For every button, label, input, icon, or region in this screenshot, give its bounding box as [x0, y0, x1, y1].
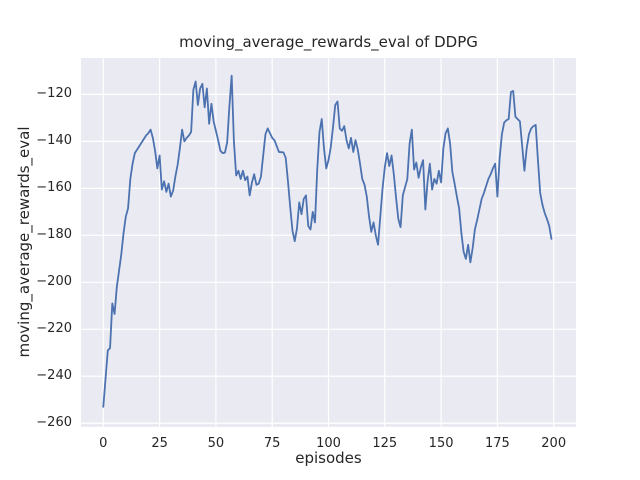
y-tick-label: −220 [36, 321, 72, 337]
y-tick-label: −160 [36, 180, 72, 196]
x-tick-label: 75 [263, 436, 281, 451]
x-tick-label: 125 [372, 436, 398, 451]
plot-area [81, 58, 576, 427]
reward-line [102, 74, 553, 408]
y-tick-label: −180 [36, 227, 72, 243]
y-tick-label: −200 [36, 274, 72, 290]
x-axis-label: episodes [295, 449, 362, 467]
y-tick-label: −140 [36, 133, 72, 149]
x-tick-label: 25 [151, 436, 168, 451]
x-tick-label: 100 [316, 436, 341, 451]
x-tick-label: 200 [541, 436, 567, 451]
y-tick-label: −120 [36, 86, 72, 102]
x-tick-label: 0 [99, 436, 108, 451]
line-chart [81, 58, 576, 427]
x-tick-label: 175 [484, 436, 510, 451]
y-tick-label: −260 [36, 415, 72, 431]
y-tick-label: −240 [36, 368, 72, 384]
chart-title: moving_average_rewards_eval of DDPG [179, 33, 478, 51]
x-tick-label: 50 [207, 436, 225, 451]
x-tick-label: 150 [428, 436, 454, 451]
